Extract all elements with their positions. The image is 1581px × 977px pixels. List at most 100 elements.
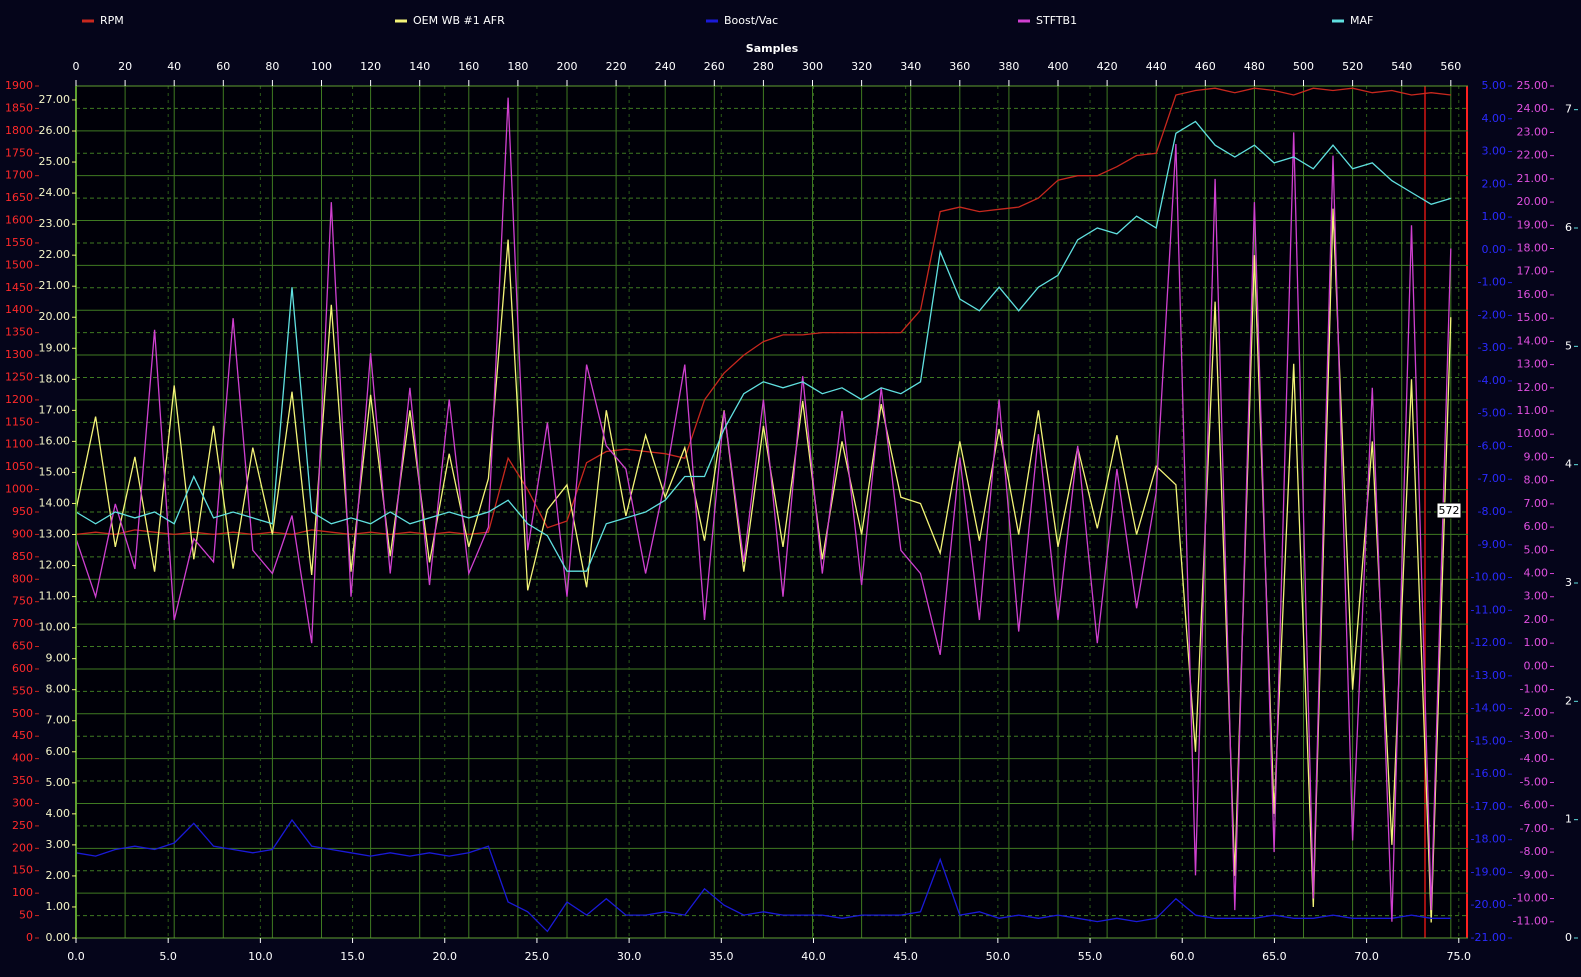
- y-tick-label: 200: [12, 841, 33, 854]
- y-tick-label: 25.00: [39, 155, 71, 168]
- y-tick-label: -5.00: [1520, 775, 1548, 788]
- y-tick-label: 5.00: [1524, 543, 1549, 556]
- y-tick-label: 600: [12, 662, 33, 675]
- x-tick-label: 400: [1048, 60, 1069, 73]
- y-tick-label: 300: [12, 796, 33, 809]
- y-tick-label: 25.00: [1517, 79, 1549, 92]
- y-tick-label: -10.00: [1471, 571, 1506, 584]
- y-tick-label: 2.00: [1482, 177, 1507, 190]
- axes: 0 20 40 60 80 100 120 140 160 180 200 220 240 260 280 3…: [5, 14, 1578, 963]
- y-tick-label: 13.00: [39, 528, 71, 541]
- y-tick-label: 1: [1565, 813, 1572, 826]
- y-tick-label: 20.00: [39, 310, 71, 323]
- y-tick-label: 1550: [5, 236, 33, 249]
- y-tick-label: 8.00: [46, 683, 71, 696]
- y-tick-label: 2.00: [46, 869, 71, 882]
- y-tick-label: 11.00: [1517, 404, 1549, 417]
- y-tick-label: 1.00: [1524, 636, 1549, 649]
- series-line: [75, 97, 1452, 922]
- x2-tick-label: 0.0: [67, 950, 85, 963]
- x2-tick-label: 65.0: [1262, 950, 1287, 963]
- y-tick-label: 950: [12, 505, 33, 518]
- y-tick-label: 450: [12, 729, 33, 742]
- x-tick-label: 320: [851, 60, 872, 73]
- x2-tick-label: 70.0: [1354, 950, 1379, 963]
- y-tick-label: 650: [12, 640, 33, 653]
- y-tick-label: 1.00: [46, 900, 71, 913]
- y-tick-label: 9.00: [1524, 450, 1549, 463]
- x-tick-label: 420: [1097, 60, 1118, 73]
- y-tick-label: 250: [12, 819, 33, 832]
- y-tick-label: -6.00: [1478, 439, 1506, 452]
- y-tick-label: 850: [12, 550, 33, 563]
- x2-tick-label: 40.0: [801, 950, 826, 963]
- y-tick-label: 24.00: [39, 186, 71, 199]
- x2-tick-label: 5.0: [159, 950, 177, 963]
- y-tick-label: -2.00: [1478, 308, 1506, 321]
- y-tick-label: -15.00: [1471, 734, 1506, 747]
- y-tick-label: 0.00: [46, 931, 71, 944]
- y-tick-label: 350: [12, 774, 33, 787]
- y-tick-label: -2.00: [1520, 706, 1548, 719]
- x2-tick-label: 50.0: [986, 950, 1011, 963]
- x-tick-label: 300: [802, 60, 823, 73]
- y-tick-label: 1350: [5, 326, 33, 339]
- series-line: [75, 818, 1451, 933]
- y-tick-label: 1850: [5, 101, 33, 114]
- y-tick-label: 7.00: [1524, 497, 1549, 510]
- y-tick-label: 3.00: [46, 838, 71, 851]
- y-tick-label: 100: [12, 886, 33, 899]
- y-tick-label: 1150: [5, 415, 33, 428]
- y-tick-label: 10.00: [39, 621, 71, 634]
- y-tick-label: 750: [12, 595, 33, 608]
- y-tick-label: 1650: [5, 191, 33, 204]
- x-tick-label: 80: [265, 60, 279, 73]
- annotation: 572: [1439, 504, 1460, 517]
- y-tick-label: -9.00: [1520, 868, 1548, 881]
- y-tick-label: 1000: [5, 483, 33, 496]
- y-tick-label: 17.00: [1517, 265, 1549, 278]
- y-tick-label: 1700: [5, 169, 33, 182]
- y-tick-label: 5.00: [46, 776, 71, 789]
- x-tick-label: 20: [118, 60, 132, 73]
- y-tick-label: 16.00: [1517, 288, 1549, 301]
- y-tick-label: -7.00: [1520, 822, 1548, 835]
- x-tick-label: 560: [1440, 60, 1461, 73]
- x-tick-label: 200: [557, 60, 578, 73]
- y-tick-label: -14.00: [1471, 702, 1506, 715]
- y-tick-label: 4.00: [1524, 567, 1549, 580]
- y-tick-label: 1800: [5, 124, 33, 137]
- y-tick-label: -16.00: [1471, 767, 1506, 780]
- y-tick-label: 19.00: [1517, 218, 1549, 231]
- y-tick-label: -1.00: [1478, 276, 1506, 289]
- legend-label: MAF: [1350, 14, 1373, 27]
- y-tick-label: 1450: [5, 281, 33, 294]
- y-tick-label: -8.00: [1478, 505, 1506, 518]
- y-tick-label: 1250: [5, 370, 33, 383]
- y-tick-label: 0: [26, 931, 33, 944]
- y-tick-label: -7.00: [1478, 472, 1506, 485]
- y-tick-label: 2: [1565, 694, 1572, 707]
- y-tick-label: -11.00: [1513, 915, 1548, 928]
- x2-tick-label: 15.0: [340, 950, 365, 963]
- y-tick-label: 150: [12, 864, 33, 877]
- y-tick-label: 1300: [5, 348, 33, 361]
- y-tick-label: -21.00: [1471, 931, 1506, 944]
- y-tick-label: 3: [1565, 576, 1572, 589]
- y-tick-label: 500: [12, 707, 33, 720]
- x-tick-label: 480: [1244, 60, 1265, 73]
- y-tick-label: 3.00: [1524, 590, 1549, 603]
- legend-label: Boost/Vac: [724, 14, 778, 27]
- y-tick-label: 0: [1565, 931, 1572, 944]
- y-tick-label: 9.00: [46, 652, 71, 665]
- y-tick-label: -19.00: [1471, 865, 1506, 878]
- y-tick-label: 18.00: [39, 372, 71, 385]
- y-tick-label: -4.00: [1520, 752, 1548, 765]
- legend-label: OEM WB #1 AFR: [413, 14, 505, 27]
- series-lines: [75, 87, 1452, 933]
- y-tick-label: -6.00: [1520, 799, 1548, 812]
- legend-label: RPM: [100, 14, 124, 27]
- y-tick-label: 50: [19, 909, 33, 922]
- y-tick-label: -3.00: [1520, 729, 1548, 742]
